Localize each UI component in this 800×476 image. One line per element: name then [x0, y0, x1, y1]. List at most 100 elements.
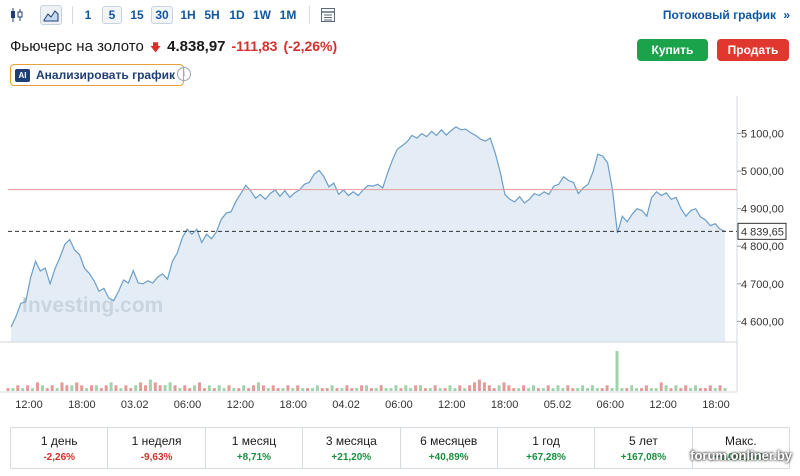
period-1y[interactable]: 1 год +67,28% [498, 428, 596, 468]
period-value: +8,71% [236, 451, 272, 463]
volume-bar [502, 382, 506, 391]
period-6mo[interactable]: 6 месяцев +40,89% [401, 428, 498, 468]
volume-bar [291, 388, 295, 391]
volume-bar [242, 385, 246, 391]
volume-bar [630, 385, 634, 391]
analyze-chart-button[interactable]: AI Анализировать график [10, 64, 184, 86]
price-change-percent: (-2,26%) [283, 38, 338, 54]
volume-bar [31, 388, 34, 391]
volume-bar [566, 385, 570, 391]
site-watermark: forum.onliner.by [690, 448, 792, 463]
interval-15m[interactable]: 15 [130, 8, 144, 22]
volume-bar [26, 385, 30, 391]
price-line [10, 126, 726, 328]
area-chart-icon[interactable] [40, 5, 62, 25]
volume-bar [365, 385, 368, 391]
volume-bar [487, 385, 491, 391]
period-label: 1 неделя [131, 433, 182, 448]
volume-bar [428, 388, 432, 391]
volume-bar [45, 388, 49, 391]
volume-bar [16, 385, 20, 391]
info-icon[interactable]: i [177, 67, 191, 81]
x-tick-label: 12:00 [227, 399, 255, 411]
volume-bar [360, 385, 364, 391]
volume-bar [689, 388, 693, 391]
volume-bar [114, 385, 118, 391]
interval-30m[interactable]: 30 [151, 6, 173, 24]
stream-chart-link[interactable]: Потоковый график » [663, 8, 790, 22]
period-value: +40,89% [428, 451, 469, 463]
period-3mo[interactable]: 3 месяца +21,20% [303, 428, 401, 468]
volume-bar [80, 385, 84, 391]
x-tick-label: 04.02 [332, 399, 360, 411]
volume-bar [571, 388, 575, 391]
volume-bar [55, 388, 59, 391]
volume-bar [350, 388, 354, 391]
price-change: -111,83 [231, 38, 278, 54]
y-tick-label: 5 000,00 [741, 166, 784, 178]
volume-bar [227, 385, 231, 391]
interval-5m[interactable]: 5 [102, 6, 122, 24]
volume-bar [433, 385, 437, 391]
interval-1mo[interactable]: 1M [279, 8, 297, 22]
interval-1w[interactable]: 1W [253, 8, 271, 22]
volume-bar [90, 385, 93, 391]
period-max[interactable]: Макс. +1.002,84% [693, 428, 789, 468]
instrument-header: Фьючерс на золото 🡇 4.838,97 -111,83 (-2… [10, 38, 337, 58]
interval-1d[interactable]: 1D [229, 8, 245, 22]
price-chart[interactable]: Investing.com 4 839,65 5 100,005 000,004… [0, 96, 800, 416]
x-tick-label: 18:00 [68, 399, 96, 411]
volume-bar [163, 385, 167, 391]
y-tick-label: 4 800,00 [741, 241, 784, 253]
volume-bar [85, 388, 89, 391]
volume-bar [605, 385, 609, 391]
interval-5h[interactable]: 5H [204, 8, 220, 22]
volume-bar [296, 385, 300, 391]
x-tick-label: 05.02 [544, 399, 572, 411]
volume-bar [384, 388, 388, 391]
volume-bar [315, 385, 319, 391]
volume-bar [551, 388, 555, 391]
volume-bar [674, 385, 678, 391]
volume-bar [507, 385, 511, 391]
period-5y[interactable]: 5 лет +167,08% [595, 428, 693, 468]
period-value: +1.002,84% [713, 451, 768, 463]
last-price: 4.838,97 [167, 38, 226, 55]
price-area-fill [11, 126, 725, 342]
volume-bar [306, 388, 310, 391]
volume-bar [286, 385, 290, 391]
volume-bar [497, 385, 501, 391]
volume-bar [75, 382, 79, 391]
buy-button[interactable]: Купить [637, 39, 708, 61]
volume-bar [482, 382, 486, 391]
volume-bar [330, 385, 334, 391]
volume-bar [713, 388, 717, 391]
volume-bar [158, 385, 162, 391]
volume-bar [644, 385, 648, 391]
volume-bar [586, 388, 589, 391]
volume-bar [320, 388, 324, 391]
volume-bar [546, 385, 550, 391]
volume-bar [576, 388, 580, 391]
y-tick-label: 5 100,00 [741, 129, 784, 141]
volume-bar [6, 388, 10, 391]
sell-button[interactable]: Продать [717, 39, 789, 61]
period-1d[interactable]: 1 день -2,26% [11, 428, 109, 468]
volume-bar [468, 385, 472, 391]
interval-1h[interactable]: 1H [180, 8, 196, 22]
period-label: 3 месяца [325, 433, 377, 448]
volume-bar [36, 382, 39, 391]
table-view-icon[interactable] [318, 5, 338, 25]
volume-bar [188, 388, 192, 391]
period-1mo[interactable]: 1 месяц +8,71% [206, 428, 304, 468]
period-label: 1 день [40, 433, 78, 448]
current-price-label: 4 839,65 [741, 226, 784, 238]
volume-bar [640, 388, 643, 391]
volume-bar [261, 385, 265, 391]
volume-bar [517, 388, 521, 391]
interval-1m[interactable]: 1 [84, 8, 92, 22]
volume-bar [40, 385, 44, 391]
volume-bar [217, 385, 221, 391]
candlestick-icon[interactable] [8, 5, 26, 25]
period-1w[interactable]: 1 неделя -9,63% [108, 428, 206, 468]
